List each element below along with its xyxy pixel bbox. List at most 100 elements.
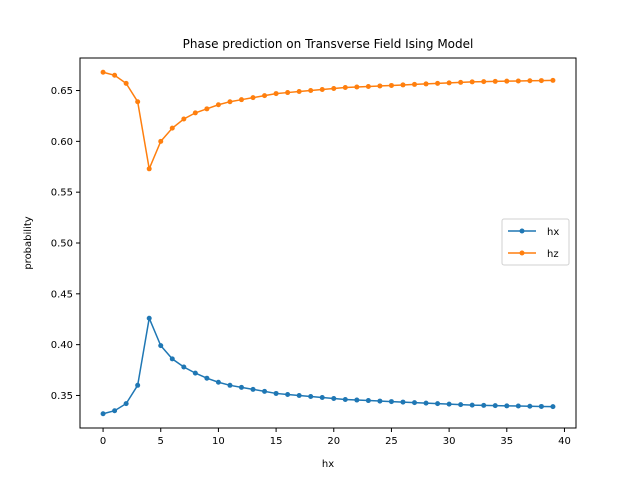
data-point	[273, 390, 279, 396]
data-point	[204, 106, 210, 112]
data-point	[158, 138, 164, 144]
data-point	[169, 125, 175, 131]
data-point	[192, 110, 198, 116]
data-point	[538, 78, 544, 84]
data-point	[423, 400, 429, 406]
data-point	[527, 78, 533, 84]
data-point	[123, 401, 129, 407]
data-point	[538, 403, 544, 409]
data-point	[331, 85, 337, 91]
x-tick-label: 20	[327, 436, 340, 447]
data-point	[112, 408, 118, 414]
data-point	[365, 83, 371, 89]
legend: hx hz	[501, 218, 570, 266]
data-point	[146, 315, 152, 321]
data-point	[435, 401, 441, 407]
data-point	[262, 388, 268, 394]
data-point	[135, 99, 141, 105]
data-point	[331, 396, 337, 402]
y-axis: 0.35 0.40 0.45 0.50 0.55 0.60 0.65	[51, 86, 80, 402]
data-point	[412, 81, 418, 87]
data-point	[492, 403, 498, 409]
x-tick-label: 40	[558, 436, 571, 447]
data-point	[365, 398, 371, 404]
data-point	[308, 393, 314, 399]
data-point	[215, 379, 221, 385]
data-point	[423, 81, 429, 87]
data-point	[262, 93, 268, 99]
data-point	[550, 404, 556, 410]
data-point	[550, 77, 556, 83]
data-point	[100, 69, 106, 75]
x-tick-label: 10	[212, 436, 225, 447]
legend-box	[501, 218, 570, 266]
data-point	[227, 99, 233, 105]
data-point	[238, 384, 244, 390]
y-axis-label: probability	[23, 216, 34, 269]
x-tick-label: 5	[158, 436, 164, 447]
data-point	[400, 399, 406, 405]
data-point	[342, 397, 348, 403]
y-tick-label: 0.60	[51, 137, 73, 148]
data-point	[227, 382, 233, 388]
legend-label: hx	[547, 227, 559, 238]
data-point	[377, 83, 383, 89]
y-tick-label: 0.45	[51, 289, 73, 300]
data-point	[435, 80, 441, 86]
data-point	[412, 400, 418, 406]
x-tick-label: 25	[385, 436, 398, 447]
data-point	[285, 391, 291, 397]
data-point	[123, 80, 129, 86]
y-tick-label: 0.50	[51, 239, 73, 250]
chart-title: Phase prediction on Transverse Field Isi…	[183, 37, 474, 51]
data-point	[250, 95, 256, 101]
data-point	[296, 392, 302, 398]
data-point	[481, 79, 487, 85]
y-tick-label: 0.55	[51, 188, 73, 199]
data-point	[388, 399, 394, 405]
data-point	[492, 78, 498, 84]
legend-item-hz: hz	[508, 249, 559, 260]
data-point	[238, 97, 244, 103]
x-axis-label: hx	[322, 459, 334, 470]
data-point	[250, 386, 256, 392]
data-point	[515, 78, 521, 84]
x-tick-label: 15	[270, 436, 283, 447]
data-point	[469, 402, 475, 408]
data-point	[469, 79, 475, 85]
data-point	[504, 78, 510, 84]
data-point	[135, 382, 141, 388]
data-point	[215, 102, 221, 108]
data-point	[308, 88, 314, 94]
x-tick-label: 0	[100, 436, 106, 447]
data-point	[481, 402, 487, 408]
data-point	[515, 403, 521, 409]
data-point	[354, 84, 360, 90]
data-point	[285, 90, 291, 96]
y-tick-label: 0.40	[51, 340, 73, 351]
data-point	[400, 82, 406, 88]
data-point	[146, 166, 152, 172]
y-tick-label: 0.35	[51, 391, 73, 402]
x-tick-label: 35	[500, 436, 513, 447]
data-point	[446, 401, 452, 407]
data-point	[192, 370, 198, 376]
data-point	[527, 403, 533, 409]
data-point	[273, 91, 279, 97]
data-point	[112, 72, 118, 78]
data-point	[181, 364, 187, 370]
data-point	[319, 87, 325, 93]
plot-area	[100, 69, 556, 417]
series-hx	[100, 315, 556, 417]
data-point	[504, 403, 510, 409]
x-tick-label: 30	[443, 436, 456, 447]
y-tick-label: 0.65	[51, 86, 73, 97]
legend-marker	[519, 250, 525, 256]
data-point	[458, 402, 464, 408]
data-point	[319, 395, 325, 401]
series-line-hx	[102, 315, 553, 415]
x-axis: 0 5 10 15 20 25 30 35 40	[100, 428, 571, 447]
legend-label: hz	[547, 249, 559, 260]
data-point	[342, 84, 348, 90]
